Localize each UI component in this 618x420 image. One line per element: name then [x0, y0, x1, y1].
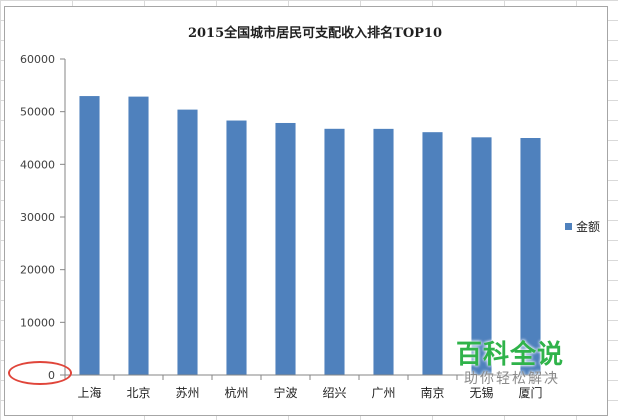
bar[interactable] [520, 138, 541, 375]
bars [79, 96, 541, 376]
bar[interactable] [177, 109, 198, 375]
y-tick-label: 40000 [20, 158, 55, 171]
y-tick-label: 60000 [20, 53, 55, 66]
bar[interactable] [79, 96, 100, 375]
legend-swatch [565, 223, 572, 230]
x-axis: 上海 北京 苏州 杭州 宁波 绍兴 广州 南京 无锡 厦门 [64, 374, 556, 400]
x-category-label: 厦门 [518, 385, 542, 400]
x-category-label: 杭州 [224, 385, 248, 400]
y-tick-label: 30000 [20, 211, 55, 224]
bar-chart: 2015全国城市居民可支配收入排名TOP10 01000020000300004… [20, 25, 600, 400]
y-tick-label: 20000 [20, 264, 55, 277]
x-category-label: 上海 [77, 385, 101, 400]
chart-area[interactable]: 2015全国城市居民可支配收入排名TOP10 0 10000 20000 30000 4… [4, 6, 608, 416]
chart-title: 2015全国城市居民可支配收入排名TOP10 [188, 25, 442, 41]
x-category-label: 宁波 [273, 385, 297, 400]
bar[interactable] [324, 128, 345, 375]
x-category-label: 广州 [371, 386, 395, 400]
legend: 金额 [565, 219, 600, 234]
bar[interactable] [128, 96, 149, 376]
watermark-tagline: 助你轻松解决 [464, 371, 560, 387]
bar[interactable] [275, 122, 296, 376]
x-category-label: 苏州 [175, 386, 199, 400]
bar[interactable] [373, 128, 394, 375]
watermark-logo: 百科全说 [456, 340, 565, 370]
x-category-label: 绍兴 [322, 386, 346, 400]
x-category-label: 北京 [126, 386, 150, 400]
bar[interactable] [226, 120, 247, 375]
x-category-label: 南京 [420, 385, 444, 400]
legend-label: 金额 [576, 219, 600, 234]
bar[interactable] [422, 132, 443, 375]
watermark: 百科全说 助你轻松解决 [456, 334, 606, 394]
highlight-circle [8, 361, 72, 385]
bar[interactable] [471, 137, 492, 375]
y-tick-label: 10000 [20, 316, 55, 329]
x-category-label: 无锡 [469, 385, 493, 400]
y-tick-label: 50000 [20, 106, 55, 119]
